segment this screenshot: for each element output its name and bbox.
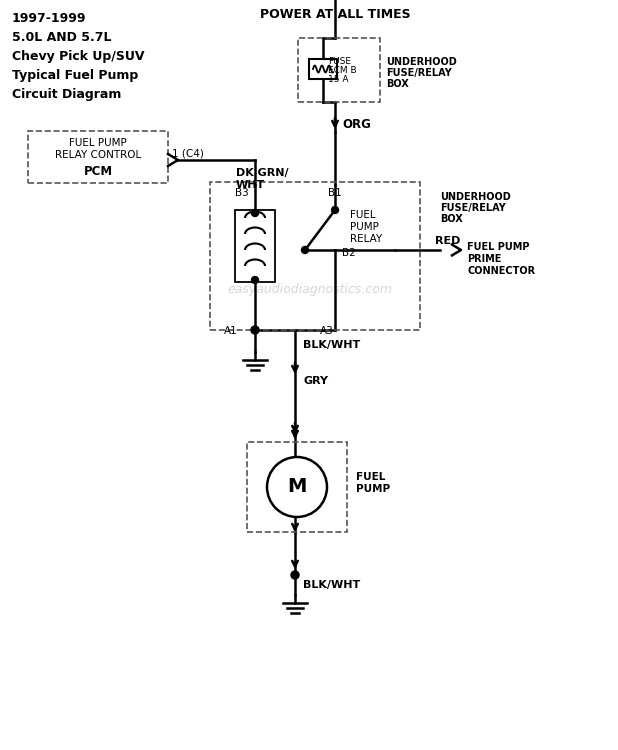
Bar bbox=[210, 182, 420, 330]
Text: 15 A: 15 A bbox=[328, 75, 349, 84]
Text: M: M bbox=[287, 478, 307, 496]
Circle shape bbox=[302, 247, 308, 254]
Text: WHT: WHT bbox=[236, 180, 265, 190]
Text: B1: B1 bbox=[328, 188, 342, 198]
Text: A3: A3 bbox=[320, 326, 334, 336]
Text: PCM: PCM bbox=[83, 165, 112, 178]
Bar bbox=[298, 38, 380, 102]
Text: ECM B: ECM B bbox=[328, 66, 357, 75]
Circle shape bbox=[331, 206, 339, 214]
Text: FUEL: FUEL bbox=[356, 472, 386, 482]
Text: PUMP: PUMP bbox=[350, 222, 379, 232]
Text: RELAY CONTROL: RELAY CONTROL bbox=[55, 150, 141, 160]
Circle shape bbox=[291, 571, 299, 579]
Text: B2: B2 bbox=[342, 248, 356, 258]
Text: RED: RED bbox=[435, 236, 460, 246]
Text: Circuit Diagram: Circuit Diagram bbox=[12, 88, 121, 101]
Text: PUMP: PUMP bbox=[356, 484, 390, 494]
Text: FUSE/RELAY: FUSE/RELAY bbox=[386, 68, 452, 78]
Text: CONNECTOR: CONNECTOR bbox=[467, 266, 535, 276]
Bar bbox=[309, 59, 337, 79]
Text: 1 (C4): 1 (C4) bbox=[172, 149, 204, 159]
Circle shape bbox=[267, 457, 327, 517]
Circle shape bbox=[251, 326, 259, 334]
Text: FUEL: FUEL bbox=[350, 210, 376, 220]
Circle shape bbox=[252, 209, 258, 217]
Text: FUSE/RELAY: FUSE/RELAY bbox=[440, 203, 506, 213]
Bar bbox=[247, 442, 347, 532]
Text: Typical Fuel Pump: Typical Fuel Pump bbox=[12, 69, 138, 82]
Text: FUEL PUMP: FUEL PUMP bbox=[467, 242, 530, 252]
Text: 1997-1999: 1997-1999 bbox=[12, 12, 87, 25]
Text: BLK/WHT: BLK/WHT bbox=[303, 340, 360, 350]
Text: UNDERHOOD: UNDERHOOD bbox=[386, 57, 457, 67]
Text: B3: B3 bbox=[235, 188, 249, 198]
Text: Chevy Pick Up/SUV: Chevy Pick Up/SUV bbox=[12, 50, 145, 63]
Text: PRIME: PRIME bbox=[467, 254, 501, 264]
Text: 5.0L AND 5.7L: 5.0L AND 5.7L bbox=[12, 31, 111, 44]
Text: BOX: BOX bbox=[440, 214, 463, 224]
Text: ORG: ORG bbox=[342, 118, 371, 130]
Text: BOX: BOX bbox=[386, 79, 408, 89]
Text: easyaudiodiagnostics.com: easyaudiodiagnostics.com bbox=[227, 284, 392, 296]
Text: FUSE: FUSE bbox=[328, 57, 351, 66]
Bar bbox=[235, 210, 275, 282]
Bar bbox=[28, 131, 168, 183]
Text: A1: A1 bbox=[224, 326, 238, 336]
Text: GRY: GRY bbox=[303, 376, 328, 386]
Circle shape bbox=[252, 277, 258, 284]
Text: UNDERHOOD: UNDERHOOD bbox=[440, 192, 510, 202]
Text: DK GRN/: DK GRN/ bbox=[236, 168, 289, 178]
Text: BLK/WHT: BLK/WHT bbox=[303, 580, 360, 590]
Text: POWER AT ALL TIMES: POWER AT ALL TIMES bbox=[260, 8, 410, 21]
Text: FUEL PUMP: FUEL PUMP bbox=[69, 138, 127, 148]
Text: RELAY: RELAY bbox=[350, 234, 383, 244]
